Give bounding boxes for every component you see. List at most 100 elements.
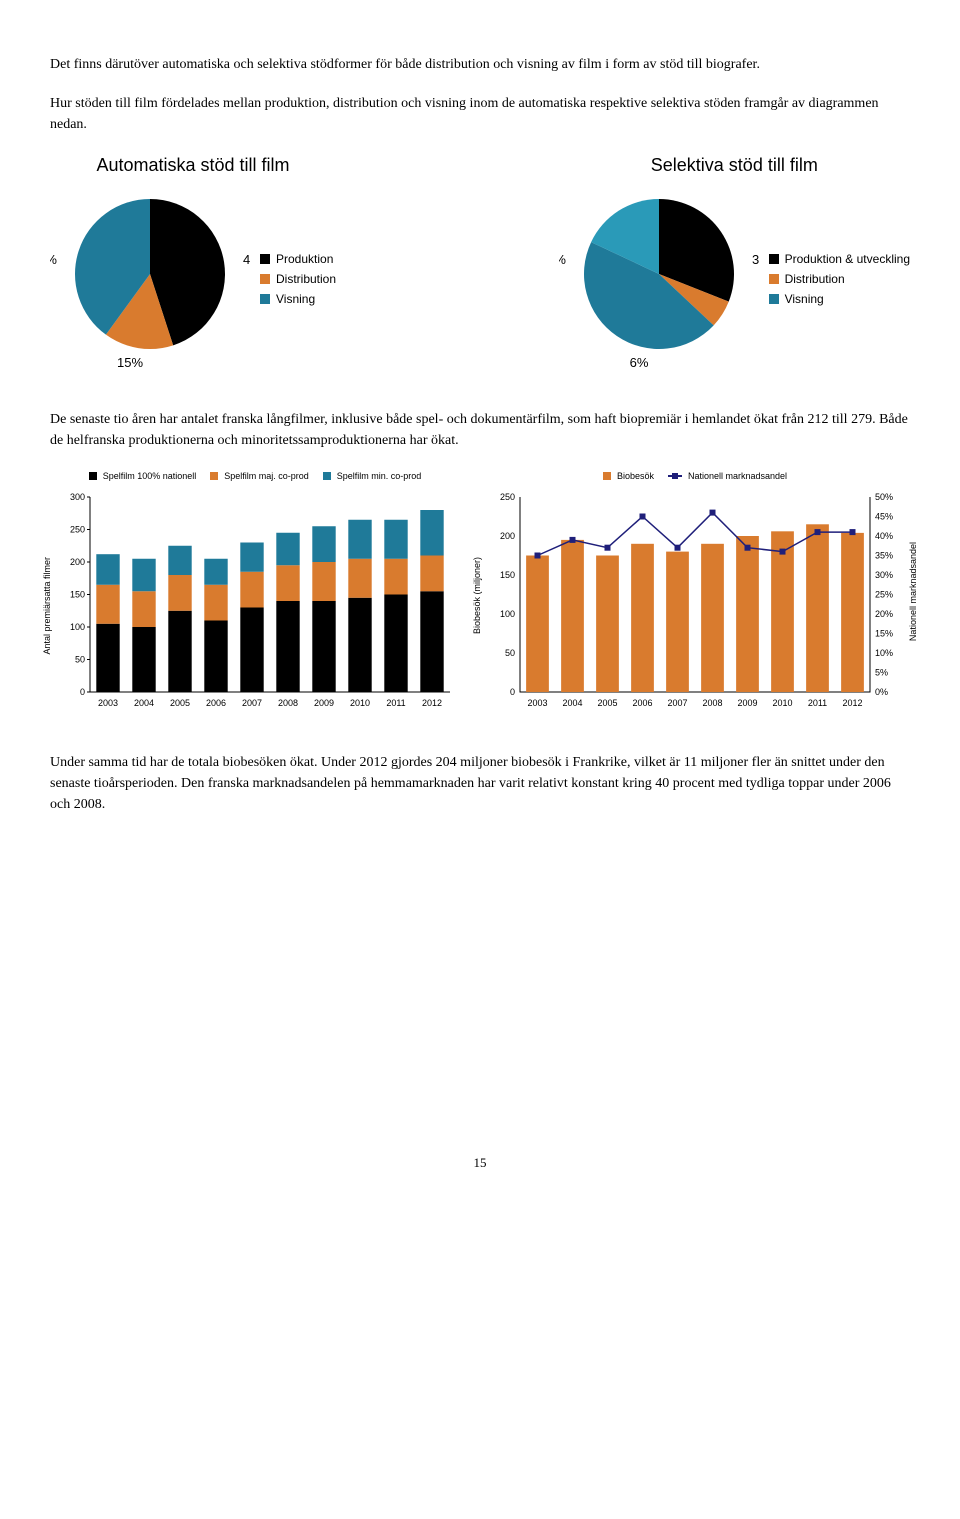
pie1-title: Automatiska stöd till film xyxy=(96,155,289,176)
svg-text:150: 150 xyxy=(70,590,85,600)
line-marker xyxy=(745,545,751,551)
line-marker xyxy=(710,510,716,516)
svg-text:2006: 2006 xyxy=(632,698,652,708)
pie1-svg: 45%40%15% xyxy=(50,184,250,374)
paragraph-2: Hur stöden till film fördelades mellan p… xyxy=(50,93,910,135)
bar-segment xyxy=(204,621,227,693)
legend-item: Visning xyxy=(260,292,336,306)
svg-text:2011: 2011 xyxy=(386,698,405,708)
bar-segment xyxy=(168,611,191,692)
bar-segment xyxy=(96,585,119,624)
bar-segment xyxy=(348,559,371,598)
legend-swatch xyxy=(260,294,270,304)
legend-label: Visning xyxy=(785,292,824,306)
legend-swatch xyxy=(769,294,779,304)
bar-segment xyxy=(420,556,443,592)
svg-text:2008: 2008 xyxy=(278,698,298,708)
legend-swatch xyxy=(668,475,682,477)
svg-text:2005: 2005 xyxy=(170,698,190,708)
legend-item: Produktion xyxy=(260,252,336,266)
bar-segment xyxy=(132,627,155,692)
legend-swatch xyxy=(210,472,218,480)
bar2-legend: BiobesökNationell marknadsandel xyxy=(480,471,910,481)
pie-pct-label: 40% xyxy=(50,252,57,267)
svg-text:2007: 2007 xyxy=(667,698,687,708)
bar1-legend: Spelfilm 100% nationellSpelfilm maj. co-… xyxy=(50,471,460,481)
svg-text:0: 0 xyxy=(80,687,85,697)
line-marker xyxy=(850,529,856,535)
bar-segment xyxy=(168,546,191,575)
line-marker xyxy=(535,553,541,559)
legend-item: Produktion & utveckling xyxy=(769,252,910,266)
svg-text:40%: 40% xyxy=(875,531,893,541)
line-marker xyxy=(815,529,821,535)
bar-segment xyxy=(132,559,155,592)
svg-text:35%: 35% xyxy=(875,551,893,561)
legend-swatch xyxy=(769,274,779,284)
svg-text:0: 0 xyxy=(510,687,515,697)
pie2-svg: 31% 45% 6% xyxy=(559,184,759,374)
bar xyxy=(806,524,829,692)
pie-chart-automatic: Automatiska stöd till film 45%40%15% Pro… xyxy=(50,155,336,379)
svg-text:2003: 2003 xyxy=(527,698,547,708)
bar xyxy=(666,552,689,692)
line-marker xyxy=(570,537,576,543)
svg-text:100: 100 xyxy=(500,609,515,619)
pie-pct-label: 45% xyxy=(559,252,566,267)
legend-swatch xyxy=(603,472,611,480)
svg-text:2011: 2011 xyxy=(808,698,827,708)
bar-segment xyxy=(276,565,299,601)
legend-item: Distribution xyxy=(260,272,336,286)
pie-pct-label: 31% xyxy=(752,252,759,267)
bar-segment xyxy=(96,624,119,692)
line-marker xyxy=(605,545,611,551)
svg-text:2003: 2003 xyxy=(98,698,118,708)
svg-text:300: 300 xyxy=(70,492,85,502)
bar xyxy=(701,544,724,692)
legend-label: Distribution xyxy=(785,272,845,286)
svg-text:250: 250 xyxy=(70,525,85,535)
svg-text:2004: 2004 xyxy=(562,698,582,708)
svg-text:20%: 20% xyxy=(875,609,893,619)
bar-chart-visits: BiobesökNationell marknadsandel Biobesök… xyxy=(480,471,910,722)
svg-text:50: 50 xyxy=(505,648,515,658)
bar-segment xyxy=(348,520,371,559)
bar-segment xyxy=(420,591,443,692)
svg-text:2010: 2010 xyxy=(350,698,370,708)
bar-segment xyxy=(312,562,335,601)
legend-swatch xyxy=(260,254,270,264)
pie2-title: Selektiva stöd till film xyxy=(651,155,818,176)
bar xyxy=(841,533,864,692)
svg-text:0%: 0% xyxy=(875,687,888,697)
svg-text:15%: 15% xyxy=(875,629,893,639)
bar xyxy=(596,556,619,693)
legend-item: Distribution xyxy=(769,272,910,286)
pie-charts-row: Automatiska stöd till film 45% 40% 15% Pro… xyxy=(50,155,910,379)
bar-segment xyxy=(312,601,335,692)
bar-segment xyxy=(240,608,263,693)
bar2-ylabel-right: Nationell marknadsandel xyxy=(908,542,918,641)
bar-segment xyxy=(276,533,299,566)
svg-text:5%: 5% xyxy=(875,668,888,678)
legend-swatch xyxy=(89,472,97,480)
legend-item: Visning xyxy=(769,292,910,306)
svg-text:50: 50 xyxy=(75,655,85,665)
bar-segment xyxy=(312,526,335,562)
bar-segment xyxy=(132,591,155,627)
line-series xyxy=(538,513,853,556)
legend-label: Nationell marknadsandel xyxy=(688,471,787,481)
bar xyxy=(771,531,794,692)
pie-pct-label: 15% xyxy=(117,355,143,370)
svg-text:2009: 2009 xyxy=(737,698,757,708)
legend-item: Spelfilm min. co-prod xyxy=(323,471,422,481)
svg-text:2007: 2007 xyxy=(242,698,262,708)
paragraph-1: Det finns därutöver automatiska och sele… xyxy=(50,54,910,75)
svg-text:2006: 2006 xyxy=(206,698,226,708)
legend-swatch xyxy=(769,254,779,264)
svg-text:200: 200 xyxy=(500,531,515,541)
pie-pct-label: 6% xyxy=(629,355,648,370)
bar-segment xyxy=(204,585,227,621)
legend-label: Spelfilm 100% nationell xyxy=(103,471,197,481)
bar-segment xyxy=(276,601,299,692)
legend-item: Nationell marknadsandel xyxy=(668,471,787,481)
